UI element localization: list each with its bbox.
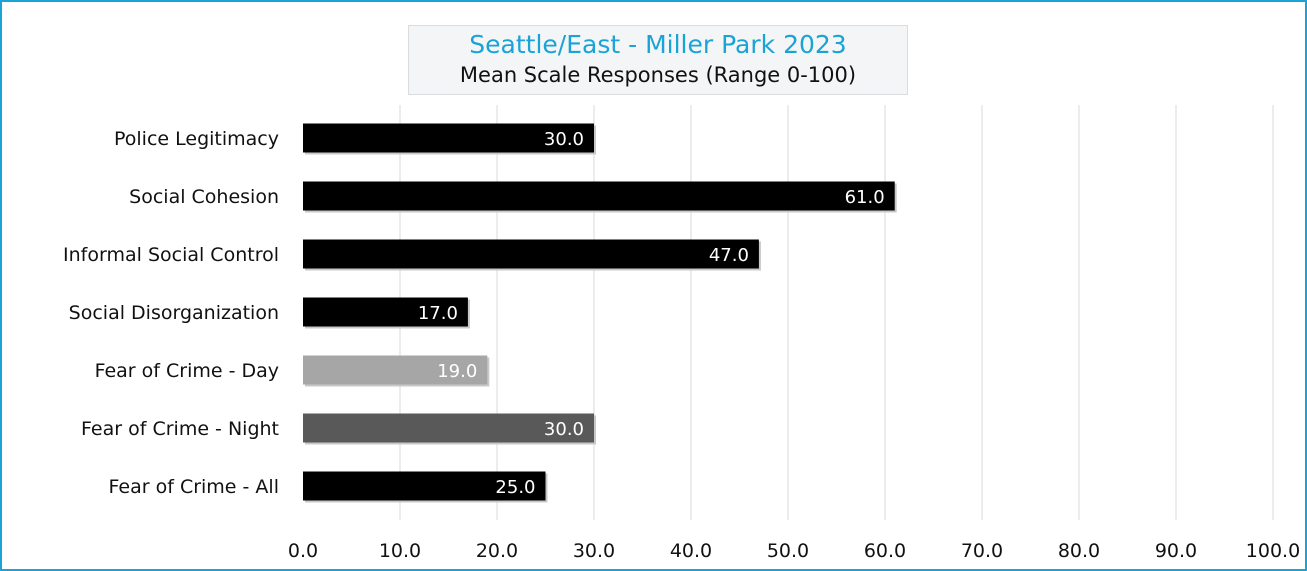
data-label: 61.0 <box>845 187 885 208</box>
category-label: Informal Social Control <box>63 244 279 266</box>
bar <box>303 413 594 443</box>
x-tick-label: 0.0 <box>288 540 318 562</box>
chart-title: Seattle/East - Miller Park 2023 <box>469 30 847 59</box>
x-tick-label: 60.0 <box>864 540 906 562</box>
chart-subtitle: Mean Scale Responses (Range 0-100) <box>459 63 857 87</box>
bar <box>303 239 759 269</box>
x-tick-label: 100.0 <box>1246 540 1300 562</box>
data-label: 30.0 <box>544 419 584 440</box>
category-label: Social Cohesion <box>129 186 279 208</box>
x-tick-label: 80.0 <box>1058 540 1100 562</box>
x-tick-label: 30.0 <box>573 540 615 562</box>
category-label: Fear of Crime - All <box>109 476 279 498</box>
data-label: 19.0 <box>437 361 477 382</box>
x-tick-label: 90.0 <box>1155 540 1197 562</box>
bar <box>303 355 488 385</box>
bar <box>303 471 546 501</box>
bar <box>303 181 895 211</box>
category-label: Fear of Crime - Day <box>95 360 279 382</box>
chart-title-box: Seattle/East - Miller Park 2023 Mean Sca… <box>408 25 908 95</box>
x-tick-label: 40.0 <box>670 540 712 562</box>
x-tick-label: 20.0 <box>476 540 518 562</box>
bar <box>303 297 468 327</box>
x-tick-label: 50.0 <box>767 540 809 562</box>
category-label: Fear of Crime - Night <box>81 418 279 440</box>
data-label: 25.0 <box>495 477 535 498</box>
data-label: 47.0 <box>709 245 749 266</box>
data-label: 30.0 <box>544 129 584 150</box>
x-tick-label: 10.0 <box>379 540 421 562</box>
category-label: Police Legitimacy <box>114 128 279 150</box>
data-label: 17.0 <box>418 303 458 324</box>
x-tick-label: 70.0 <box>961 540 1003 562</box>
bar <box>303 123 594 153</box>
category-label: Social Disorganization <box>69 302 279 324</box>
